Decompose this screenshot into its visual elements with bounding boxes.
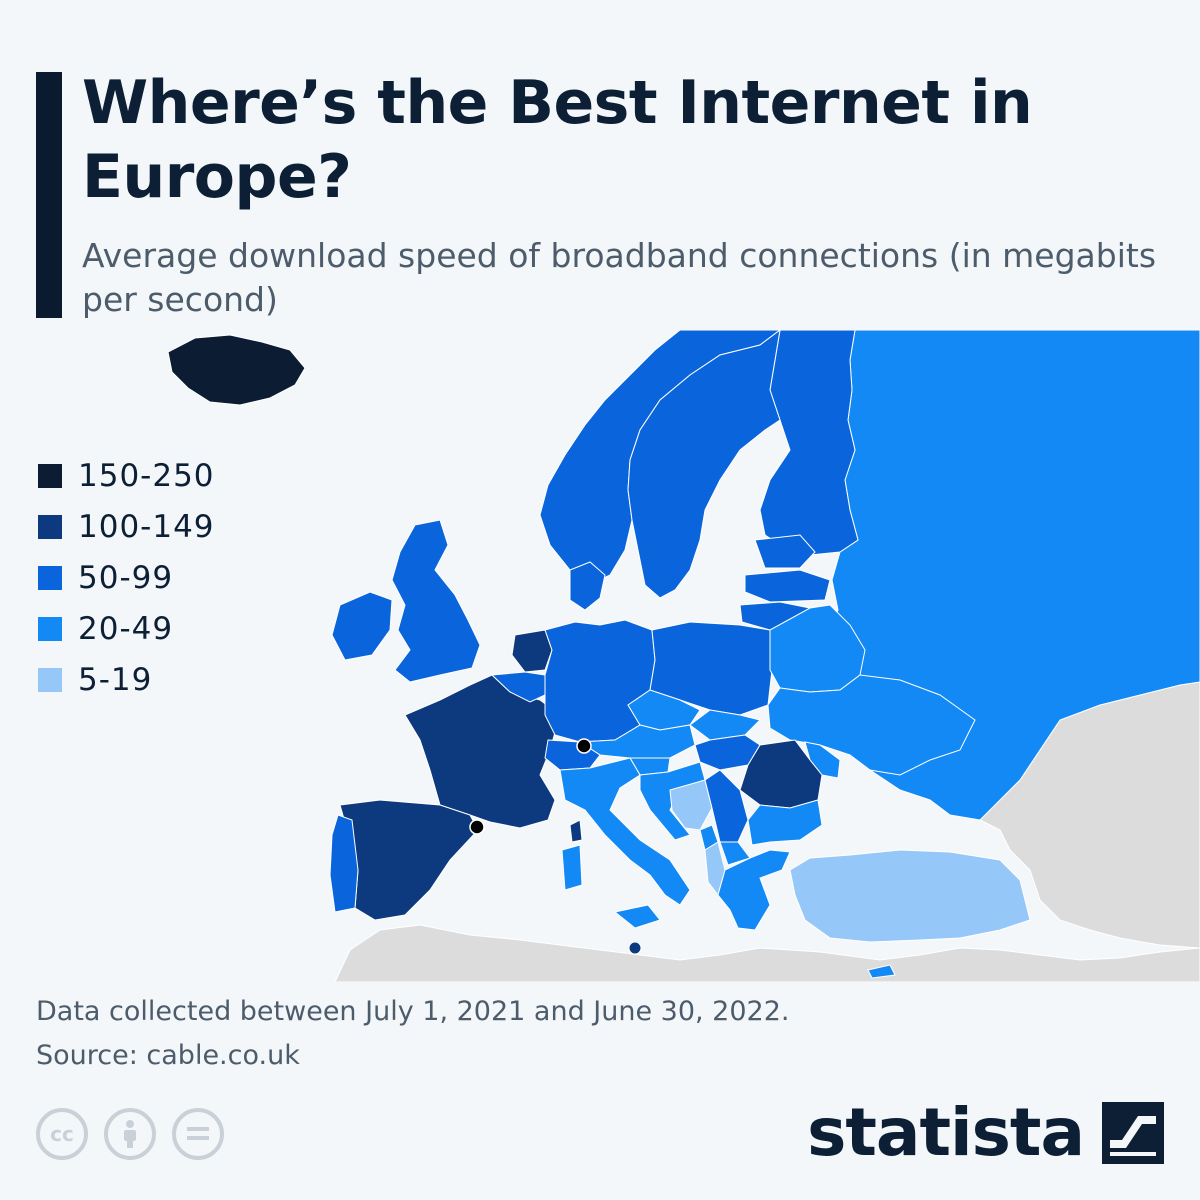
page-subtitle: Average download speed of broadband conn… [82, 236, 1157, 319]
region-spain [339, 799, 479, 921]
marker-andorra [469, 819, 485, 835]
brand-name: statista [807, 1094, 1085, 1171]
legend-item: 5-19 [38, 654, 215, 705]
region-finland [759, 330, 859, 556]
title-accent-bar [36, 72, 62, 318]
legend-label: 5-19 [78, 661, 153, 698]
map-legend: 150-250 100-149 50-99 20-49 5-19 [38, 450, 215, 705]
region-sweden [627, 330, 781, 599]
no-derivatives-icon[interactable] [172, 1108, 224, 1160]
source-note: Source: cable.co.uk [36, 1040, 300, 1071]
date-range-note: Data collected between July 1, 2021 and … [36, 996, 790, 1027]
region-denmark [569, 561, 606, 611]
region-turkey [789, 849, 1031, 943]
region-corsica [569, 819, 583, 843]
region-latvia [744, 569, 831, 603]
legend-label: 50-99 [78, 559, 174, 596]
region-cyprus [867, 964, 896, 979]
legend-item: 150-250 [38, 450, 215, 501]
region-estonia [754, 534, 816, 569]
statista-brand[interactable]: statista [807, 1098, 1164, 1168]
region-greece [717, 849, 791, 931]
attribution-icon[interactable] [104, 1108, 156, 1160]
region-malta [628, 941, 642, 955]
license-icons: cc [36, 1108, 224, 1160]
footnote: Data collected between July 1, 2021 and … [36, 990, 789, 1078]
region-united-kingdom [391, 519, 481, 683]
region-ireland [331, 591, 393, 661]
region-iceland [167, 334, 306, 406]
region-bulgaria [747, 799, 823, 846]
legend-swatch [38, 463, 62, 488]
region-sicily [613, 904, 661, 929]
creative-commons-icon[interactable]: cc [36, 1108, 88, 1160]
region-austria [578, 724, 696, 759]
marker-liechtenstein [576, 738, 592, 754]
legend-label: 150-250 [78, 457, 215, 494]
region-poland [649, 621, 773, 716]
region-italy [559, 757, 691, 906]
legend-swatch [38, 565, 62, 590]
region-portugal [329, 814, 359, 913]
region-slovakia [689, 709, 761, 741]
region-sardinia [561, 844, 583, 891]
legend-swatch [38, 514, 62, 539]
region-germany [544, 619, 656, 743]
legend-label: 20-49 [78, 610, 174, 647]
page-title: Where’s the Best Internet in Europe? [82, 68, 1033, 212]
legend-swatch [38, 667, 62, 692]
region-france [404, 674, 561, 829]
region-serbia [704, 769, 749, 843]
legend-swatch [38, 616, 62, 641]
legend-item: 20-49 [38, 603, 215, 654]
legend-item: 50-99 [38, 552, 215, 603]
legend-item: 100-149 [38, 501, 215, 552]
region-romania [739, 739, 823, 809]
legend-label: 100-149 [78, 508, 215, 545]
region-north-africa [334, 924, 1200, 982]
statista-logo-icon [1102, 1102, 1164, 1164]
region-netherlands [511, 629, 553, 673]
europe-map [0, 330, 1200, 982]
